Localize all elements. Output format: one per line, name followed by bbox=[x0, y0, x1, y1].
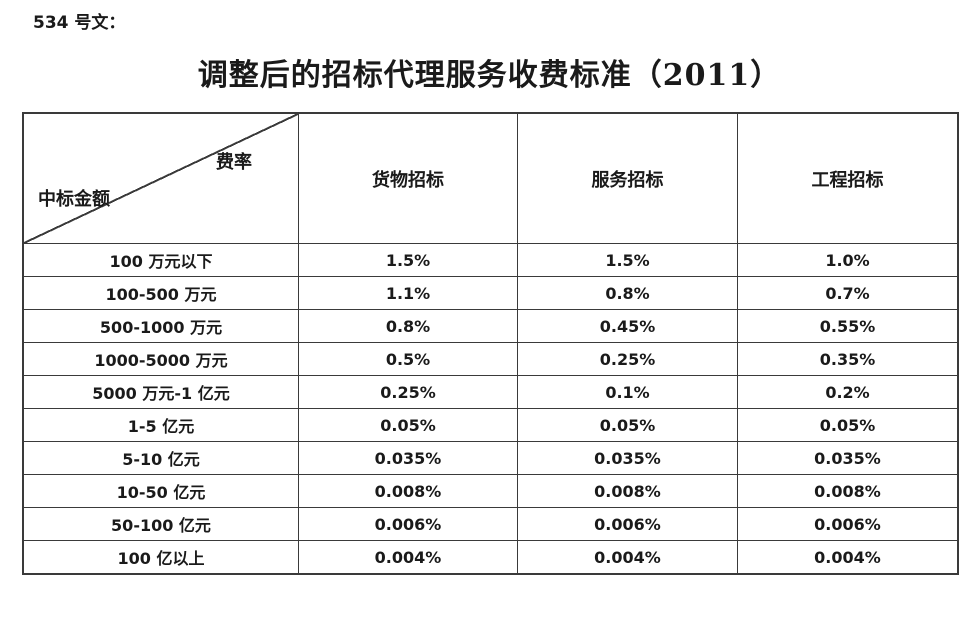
table-header: 费率 中标金额 货物招标 服务招标 工程招标 bbox=[22, 112, 959, 244]
amount-cell: 5-10 亿元 bbox=[22, 441, 299, 475]
rate-cell: 0.55% bbox=[737, 309, 959, 343]
diagonal-header-cell: 费率 中标金额 bbox=[22, 112, 299, 244]
rate-cell: 0.25% bbox=[298, 375, 518, 409]
amount-cell: 10-50 亿元 bbox=[22, 474, 299, 508]
table-body: 100 万元以下 1.5% 1.5% 1.0% 100-500 万元 1.1% … bbox=[22, 243, 959, 575]
header-row: 费率 中标金额 货物招标 服务招标 工程招标 bbox=[22, 112, 959, 244]
rate-cell: 0.008% bbox=[298, 474, 518, 508]
amount-cell: 100 万元以下 bbox=[22, 243, 299, 277]
rate-cell: 0.5% bbox=[298, 342, 518, 376]
table-row: 1000-5000 万元 0.5% 0.25% 0.35% bbox=[22, 342, 959, 376]
rate-cell: 0.008% bbox=[737, 474, 959, 508]
rate-cell: 1.5% bbox=[298, 243, 518, 277]
rate-cell: 0.35% bbox=[737, 342, 959, 376]
rate-cell: 0.035% bbox=[737, 441, 959, 475]
rate-axis-label: 费率 bbox=[216, 152, 252, 173]
rate-cell: 0.004% bbox=[298, 540, 518, 575]
amount-cell: 1000-5000 万元 bbox=[22, 342, 299, 376]
rate-cell: 0.05% bbox=[737, 408, 959, 442]
amount-cell: 1-5 亿元 bbox=[22, 408, 299, 442]
table-row: 500-1000 万元 0.8% 0.45% 0.55% bbox=[22, 309, 959, 343]
amount-cell: 100 亿以上 bbox=[22, 540, 299, 575]
table-row: 5000 万元-1 亿元 0.25% 0.1% 0.2% bbox=[22, 375, 959, 409]
table-row: 100 万元以下 1.5% 1.5% 1.0% bbox=[22, 243, 959, 277]
table-row: 5-10 亿元 0.035% 0.035% 0.035% bbox=[22, 441, 959, 475]
rate-cell: 0.004% bbox=[517, 540, 738, 575]
amount-axis-label: 中标金额 bbox=[38, 189, 110, 210]
column-header-goods: 货物招标 bbox=[298, 112, 518, 244]
rate-cell: 0.8% bbox=[517, 276, 738, 310]
rate-cell: 1.0% bbox=[737, 243, 959, 277]
rate-cell: 0.7% bbox=[737, 276, 959, 310]
rate-cell: 0.05% bbox=[298, 408, 518, 442]
table-row: 100-500 万元 1.1% 0.8% 0.7% bbox=[22, 276, 959, 310]
rate-cell: 0.2% bbox=[737, 375, 959, 409]
page-title: 调整后的招标代理服务收费标准（2011） bbox=[197, 58, 782, 93]
amount-cell: 5000 万元-1 亿元 bbox=[22, 375, 299, 409]
table-row: 1-5 亿元 0.05% 0.05% 0.05% bbox=[22, 408, 959, 442]
amount-cell: 50-100 亿元 bbox=[22, 507, 299, 541]
rate-cell: 0.006% bbox=[298, 507, 518, 541]
amount-cell: 100-500 万元 bbox=[22, 276, 299, 310]
rate-cell: 0.035% bbox=[517, 441, 738, 475]
rate-cell: 0.004% bbox=[737, 540, 959, 575]
rate-cell: 0.006% bbox=[517, 507, 738, 541]
rate-cell: 0.45% bbox=[517, 309, 738, 343]
table-row: 100 亿以上 0.004% 0.004% 0.004% bbox=[22, 540, 959, 575]
rate-cell: 0.006% bbox=[737, 507, 959, 541]
rate-cell: 1.1% bbox=[298, 276, 518, 310]
rate-cell: 0.035% bbox=[298, 441, 518, 475]
table-row: 50-100 亿元 0.006% 0.006% 0.006% bbox=[22, 507, 959, 541]
document-reference: 534 号文： bbox=[33, 13, 126, 33]
rate-cell: 0.008% bbox=[517, 474, 738, 508]
table-row: 10-50 亿元 0.008% 0.008% 0.008% bbox=[22, 474, 959, 508]
rate-cell: 0.25% bbox=[517, 342, 738, 376]
rate-cell: 0.8% bbox=[298, 309, 518, 343]
fee-rate-table: 费率 中标金额 货物招标 服务招标 工程招标 100 万元以下 1.5% 1.5… bbox=[22, 112, 959, 575]
rate-cell: 0.1% bbox=[517, 375, 738, 409]
column-header-engineering: 工程招标 bbox=[737, 112, 959, 244]
column-header-service: 服务招标 bbox=[517, 112, 738, 244]
rate-cell: 0.05% bbox=[517, 408, 738, 442]
rate-cell: 1.5% bbox=[517, 243, 738, 277]
amount-cell: 500-1000 万元 bbox=[22, 309, 299, 343]
